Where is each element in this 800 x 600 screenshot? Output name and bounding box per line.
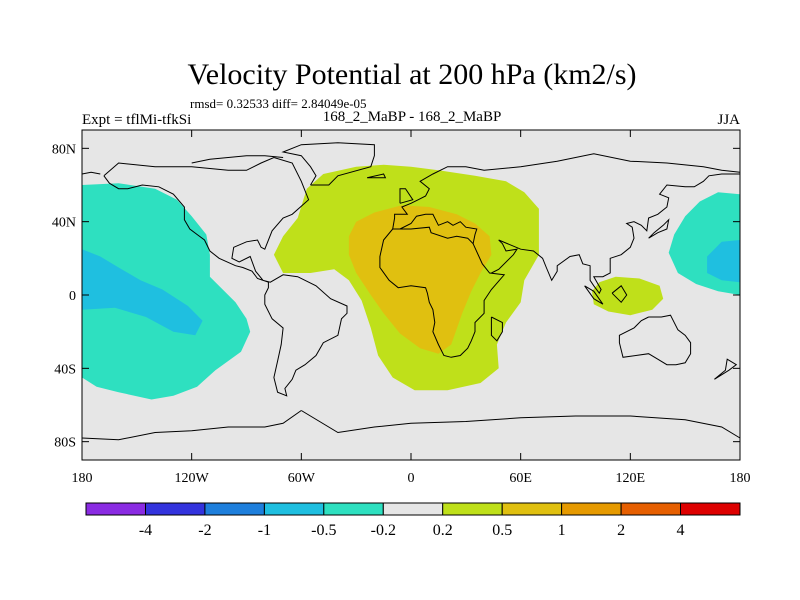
colorbar-label: -2	[198, 522, 211, 539]
coastline-10	[191, 155, 284, 164]
coastline-7	[584, 285, 604, 305]
colorbar-label: 0.2	[433, 522, 453, 539]
y-tick-label: 80S	[54, 436, 76, 451]
colorbar-label: -1	[258, 522, 271, 539]
y-axis: 80N 40N 0 40S 80S	[52, 142, 740, 451]
contour-region-africa-positive-inner	[348, 205, 492, 354]
colorbar-label: -0.2	[371, 522, 396, 539]
x-tick-label: 60E	[509, 471, 532, 486]
x-tick-label: 120W	[175, 471, 210, 486]
x-tick-label: 0	[408, 471, 415, 486]
coastline-11	[301, 410, 741, 439]
contour-region-pacific-negative-inner	[82, 249, 203, 336]
contour-region-indian-positive	[592, 276, 664, 316]
coastline-15	[366, 173, 387, 179]
colorbar-swatch	[620, 502, 682, 516]
y-tick-label: 40S	[54, 362, 76, 377]
y-tick-label: 40N	[52, 216, 76, 231]
colorbar-label: 4	[677, 522, 685, 539]
x-axis: 180 120W 60W 0 60E 120E 180	[72, 130, 751, 486]
right-label: JJA	[717, 112, 740, 128]
left-label: Expt = tflMi-tfkSi	[82, 112, 191, 128]
colorbar-label: -0.5	[311, 522, 336, 539]
chart-title: Velocity Potential at 200 hPa (km2/s)	[187, 58, 636, 91]
center-label: 168_2_MaBP - 168_2_MaBP	[323, 109, 502, 125]
x-tick-label: 60W	[288, 471, 316, 486]
map-panel: 180 120W 60W 0 60E 120E 180 80N 40N 0 40S 80S	[52, 129, 751, 486]
colorbar-swatch	[145, 502, 206, 516]
contour-region-eastpac-negative-inner	[707, 240, 740, 283]
colorbar-swatch	[382, 502, 444, 516]
colorbar-swatch	[263, 502, 325, 516]
stats-label: rmsd= 0.32533 diff= 2.84049e-05	[190, 96, 367, 111]
contour-region-pacific-negative-outer	[82, 183, 251, 400]
colorbar-swatch	[204, 502, 265, 516]
colorbar-label: 2	[617, 522, 625, 539]
coastline-4	[491, 173, 740, 295]
colorbar-swatch	[680, 502, 741, 516]
coastline-13	[490, 316, 503, 342]
coastline-1	[379, 226, 506, 358]
colorbar-swatch	[442, 502, 503, 516]
coastline-2	[392, 153, 741, 230]
coastline-12	[81, 410, 302, 441]
coastline-3	[399, 213, 478, 244]
x-tick-label: 180	[730, 471, 751, 486]
colorbar-swatch	[323, 502, 384, 516]
coastline-9	[281, 142, 375, 186]
colorbar-swatch	[501, 502, 563, 516]
colorbar-label: 1	[558, 522, 566, 539]
x-tick-label: 180	[72, 471, 93, 486]
colorbar-swatch	[561, 502, 622, 516]
coastline-17	[714, 358, 738, 380]
coastline-6	[618, 314, 692, 366]
contour-fills	[82, 164, 740, 400]
colorbar-label: -4	[139, 522, 152, 539]
coastline-16	[648, 218, 670, 239]
coastline-8	[611, 285, 628, 304]
x-tick-label: 120E	[616, 471, 646, 486]
y-tick-label: 80N	[52, 142, 76, 157]
y-tick-label: 0	[69, 289, 76, 304]
coastline-0	[103, 156, 348, 397]
coastline-5	[81, 171, 101, 175]
coastlines	[81, 142, 741, 441]
colorbar-swatch	[85, 502, 146, 516]
coastline-14	[399, 188, 414, 204]
colorbar: -4 -2 -1 -0.5 -0.2 0.2 0.5 1 2 4	[85, 502, 741, 539]
colorbar-label: 0.5	[492, 522, 512, 539]
